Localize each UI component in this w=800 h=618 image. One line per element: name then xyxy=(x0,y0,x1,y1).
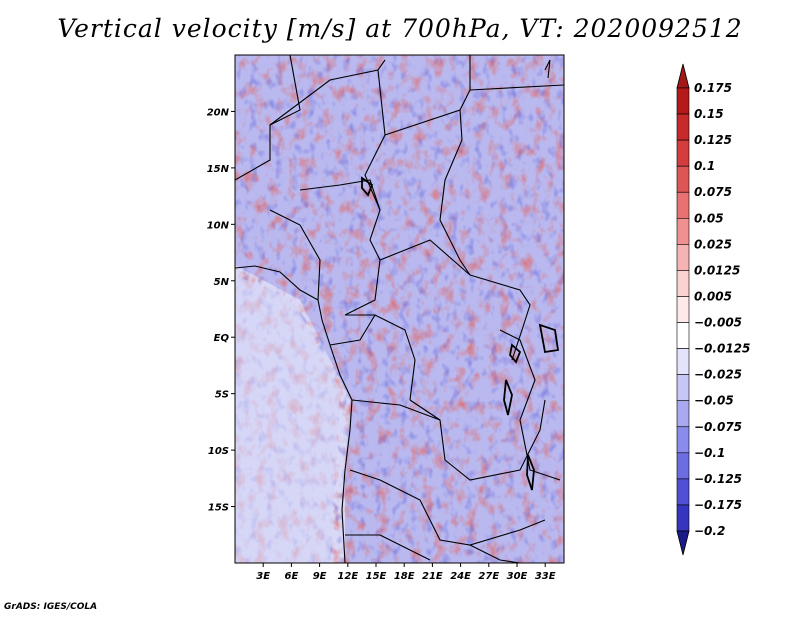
lake-albert xyxy=(509,343,522,364)
colorbar-label: −0.0125 xyxy=(694,342,750,356)
lon-tick-label: 18E xyxy=(394,571,415,582)
lon-tick-label: 9E xyxy=(313,571,327,582)
colorbar-swatch xyxy=(676,296,690,323)
colorbar-label: −0.175 xyxy=(694,498,742,512)
colorbar-label: 0.005 xyxy=(694,289,732,303)
map-frame xyxy=(234,54,565,564)
lon-tick-label: 12E xyxy=(337,571,358,582)
colorbar: 0.175 0.15 0.125 0.1 0.075 0.05 0.025 0.0125 0.0… xyxy=(676,63,750,556)
colorbar-top-triangle xyxy=(676,63,690,89)
lon-tick-label: 33E xyxy=(535,571,556,582)
latitude-axis: 20N 15N 10N 5N EQ 5S 10S 15S xyxy=(207,107,235,514)
lake-tanganyika xyxy=(503,379,513,416)
colorbar-label: −0.05 xyxy=(694,394,734,408)
colorbar-swatch xyxy=(676,478,690,506)
colorbar-label: −0.005 xyxy=(694,316,742,330)
lat-tick-label: 15S xyxy=(208,503,229,514)
lat-tick-label: EQ xyxy=(214,333,230,344)
map-plot-area xyxy=(235,55,564,563)
ocean-overlay xyxy=(235,275,340,563)
colorbar-swatch xyxy=(676,113,690,141)
colorbar-label: 0.15 xyxy=(694,107,724,121)
lon-tick-label: 30E xyxy=(507,571,528,582)
lat-tick-label: 10S xyxy=(208,446,229,457)
lat-tick-label: 5N xyxy=(214,277,230,288)
lake-malawi xyxy=(526,454,535,491)
footer-credit: GrADS: IGES/COLA xyxy=(4,602,98,612)
lat-tick-label: 5S xyxy=(215,390,229,401)
lat-tick-label: 20N xyxy=(207,107,230,118)
lon-tick-label: 27E xyxy=(478,571,499,582)
colorbar-swatch xyxy=(676,322,690,349)
lon-tick-label: 21E xyxy=(422,571,443,582)
lon-tick-label: 24E xyxy=(450,571,471,582)
colorbar-swatch xyxy=(676,244,690,271)
colorbar-label: 0.075 xyxy=(694,185,732,199)
lake-victoria xyxy=(538,323,560,354)
lat-tick-label: 10N xyxy=(207,220,230,231)
colorbar-label: −0.2 xyxy=(694,524,725,538)
colorbar-label: 0.175 xyxy=(694,81,732,95)
lon-tick-label: 15E xyxy=(366,571,387,582)
colorbar-swatch xyxy=(676,139,690,167)
colorbar-label: 0.025 xyxy=(694,237,732,251)
colorbar-swatch xyxy=(676,374,690,402)
longitude-axis: 3E 6E 9E 12E 15E 18E 21E 24E 27E 30E 33E xyxy=(256,563,556,582)
colorbar-swatch xyxy=(676,452,690,480)
colorbar-label: 0.05 xyxy=(694,211,724,225)
chart-title: Vertical velocity [m/s] at 700hPa, VT: 2… xyxy=(57,14,743,43)
colorbar-swatch xyxy=(676,504,690,532)
colorbar-label: 0.125 xyxy=(694,133,732,147)
colorbar-label: −0.125 xyxy=(694,472,742,486)
colorbar-swatch xyxy=(676,217,690,245)
lon-tick-label: 3E xyxy=(256,571,270,582)
colorbar-label: −0.075 xyxy=(694,420,742,434)
colorbar-label: −0.1 xyxy=(694,446,725,460)
colorbar-label: 0.0125 xyxy=(694,263,740,277)
colorbar-swatch xyxy=(676,165,690,193)
colorbar-swatch xyxy=(676,348,690,375)
colorbar-swatch xyxy=(676,87,690,115)
lakes xyxy=(361,176,560,491)
colorbar-label: 0.1 xyxy=(694,159,715,173)
colorbar-swatch xyxy=(676,270,690,297)
colorbar-label: −0.025 xyxy=(694,368,742,382)
lon-tick-label: 6E xyxy=(285,571,299,582)
colorbar-swatch xyxy=(676,400,690,428)
lake-chad xyxy=(361,176,374,197)
lat-tick-label: 15N xyxy=(207,164,230,175)
colorbar-swatch xyxy=(676,191,690,219)
country-borders xyxy=(235,55,564,563)
colorbar-bottom-triangle xyxy=(676,530,690,556)
colorbar-swatch xyxy=(676,426,690,454)
